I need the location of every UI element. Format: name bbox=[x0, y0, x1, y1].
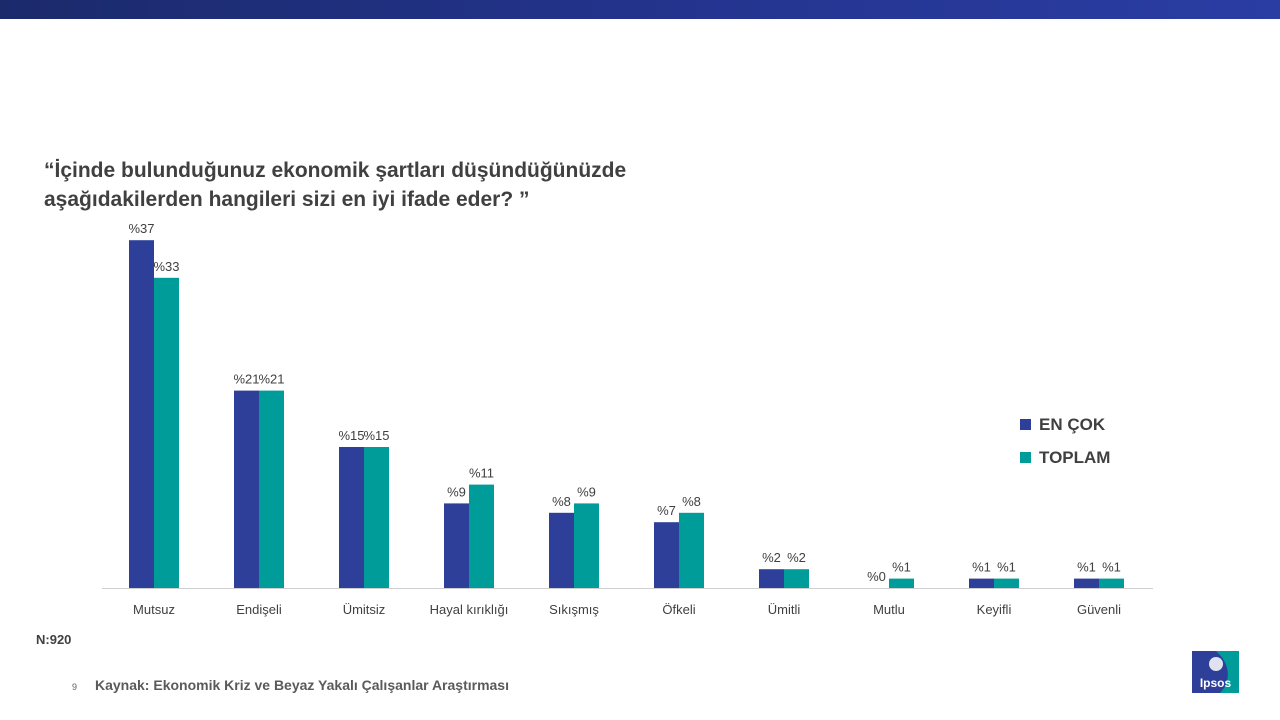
bar-1-1 bbox=[259, 390, 284, 588]
legend-item-en-cok: EN ÇOK bbox=[1020, 408, 1110, 441]
data-label-0-2: %15 bbox=[338, 428, 364, 443]
category-label-9: Güvenli bbox=[1077, 602, 1121, 617]
data-label-1-2: %15 bbox=[363, 428, 389, 443]
data-label-1-4: %9 bbox=[577, 484, 596, 499]
data-label-1-9: %1 bbox=[1102, 560, 1121, 575]
data-label-0-1: %21 bbox=[233, 372, 259, 387]
bar-1-2 bbox=[364, 447, 389, 588]
bar-0-0 bbox=[129, 240, 154, 588]
chart-question: “İçinde bulunduğunuz ekonomik şartları d… bbox=[44, 156, 744, 214]
legend-label-en-cok: EN ÇOK bbox=[1039, 414, 1106, 434]
bar-0-6 bbox=[759, 569, 784, 588]
data-label-1-1: %21 bbox=[258, 372, 284, 387]
data-label-1-3: %11 bbox=[469, 466, 494, 481]
bar-0-8 bbox=[969, 578, 994, 588]
data-label-1-7: %1 bbox=[892, 560, 911, 575]
bar-1-9 bbox=[1099, 578, 1124, 588]
category-label-6: Ümitli bbox=[768, 602, 801, 617]
data-label-0-5: %7 bbox=[657, 503, 676, 518]
logo-text: Ipsos bbox=[1200, 676, 1232, 690]
data-label-0-9: %1 bbox=[1077, 560, 1096, 575]
data-label-1-8: %1 bbox=[997, 560, 1016, 575]
ipsos-logo: Ipsos bbox=[1192, 651, 1239, 693]
data-label-1-6: %2 bbox=[787, 550, 806, 565]
bar-0-9 bbox=[1074, 578, 1099, 588]
source-note: Kaynak: Ekonomik Kriz ve Beyaz Yakalı Ça… bbox=[95, 677, 509, 693]
bar-1-7 bbox=[889, 578, 914, 588]
legend-label-toplam: TOPLAM bbox=[1039, 447, 1111, 467]
bar-1-5 bbox=[679, 512, 704, 588]
page-number: 9 bbox=[72, 682, 78, 692]
top-banner bbox=[0, 0, 1280, 19]
bar-1-4 bbox=[574, 503, 599, 588]
data-label-0-0: %37 bbox=[128, 221, 154, 236]
data-label-0-7: %0 bbox=[867, 569, 886, 584]
bar-1-3 bbox=[469, 484, 494, 588]
category-label-7: Mutlu bbox=[873, 602, 905, 617]
data-label-0-3: %9 bbox=[447, 484, 466, 499]
category-label-3: Hayal kırıklığı bbox=[430, 602, 509, 617]
bar-0-5 bbox=[654, 522, 679, 588]
bar-0-4 bbox=[549, 512, 574, 588]
bar-0-1 bbox=[234, 390, 259, 588]
category-label-5: Öfkeli bbox=[662, 602, 695, 617]
legend-swatch-toplam bbox=[1020, 452, 1031, 463]
legend: EN ÇOK TOPLAM bbox=[1020, 408, 1110, 474]
data-label-1-5: %8 bbox=[682, 494, 701, 509]
data-label-0-6: %2 bbox=[762, 550, 781, 565]
question-line-2: aşağıdakilerden hangileri sizi en iyi if… bbox=[44, 188, 530, 211]
data-label-1-0: %33 bbox=[153, 259, 179, 274]
bar-0-3 bbox=[444, 503, 469, 588]
bar-1-8 bbox=[994, 578, 1019, 588]
question-line-1: “İçinde bulunduğunuz ekonomik şartları d… bbox=[44, 159, 627, 182]
data-label-0-4: %8 bbox=[552, 494, 571, 509]
category-label-1: Endişeli bbox=[236, 602, 282, 617]
category-label-0: Mutsuz bbox=[133, 602, 175, 617]
bar-1-6 bbox=[784, 569, 809, 588]
category-label-8: Keyifli bbox=[977, 602, 1012, 617]
category-label-4: Sıkışmış bbox=[549, 602, 599, 617]
bar-1-0 bbox=[154, 277, 179, 588]
legend-item-toplam: TOPLAM bbox=[1020, 441, 1110, 474]
category-label-2: Ümitsiz bbox=[343, 602, 386, 617]
sample-size: N:920 bbox=[36, 632, 72, 647]
bar-0-2 bbox=[339, 447, 364, 588]
data-label-0-8: %1 bbox=[972, 560, 991, 575]
legend-swatch-en-cok bbox=[1020, 419, 1031, 430]
